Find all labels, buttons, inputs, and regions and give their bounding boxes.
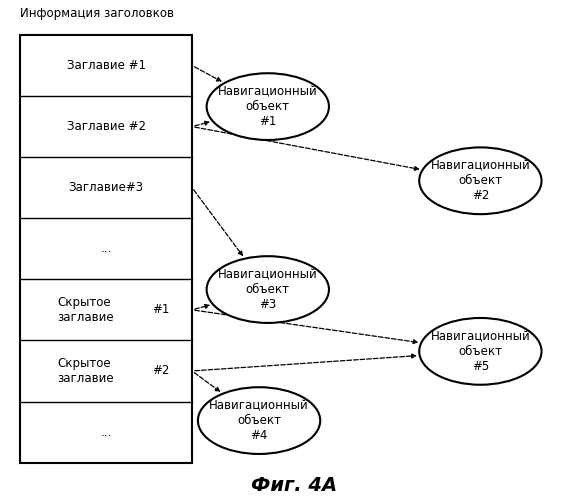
Ellipse shape: [419, 318, 542, 384]
Text: Заглавие #2: Заглавие #2: [66, 120, 146, 133]
Ellipse shape: [206, 73, 329, 140]
Text: #2: #2: [152, 364, 170, 378]
Text: Навигационный
объект
#1: Навигационный объект #1: [218, 85, 318, 128]
Text: Заглавие #1: Заглавие #1: [66, 59, 146, 72]
Ellipse shape: [198, 387, 320, 454]
Text: Навигационный
объект
#2: Навигационный объект #2: [430, 160, 530, 202]
Text: #1: #1: [152, 304, 170, 316]
Text: Заглавие#3: Заглавие#3: [69, 181, 143, 194]
Text: ...: ...: [101, 242, 112, 256]
Text: ...: ...: [101, 426, 112, 438]
Bar: [20, 35, 192, 462]
Text: Навигационный
объект
#4: Навигационный объект #4: [209, 399, 309, 442]
Text: Навигационный
объект
#3: Навигационный объект #3: [218, 268, 318, 311]
Ellipse shape: [419, 148, 542, 214]
Text: Скрытое
заглавие: Скрытое заглавие: [57, 357, 114, 385]
Ellipse shape: [206, 256, 329, 323]
Text: Информация заголовков: Информация заголовков: [20, 7, 174, 20]
Text: Фиг. 4А: Фиг. 4А: [251, 476, 337, 495]
Text: Скрытое
заглавие: Скрытое заглавие: [57, 296, 114, 324]
Text: Навигационный
объект
#5: Навигационный объект #5: [430, 330, 530, 373]
